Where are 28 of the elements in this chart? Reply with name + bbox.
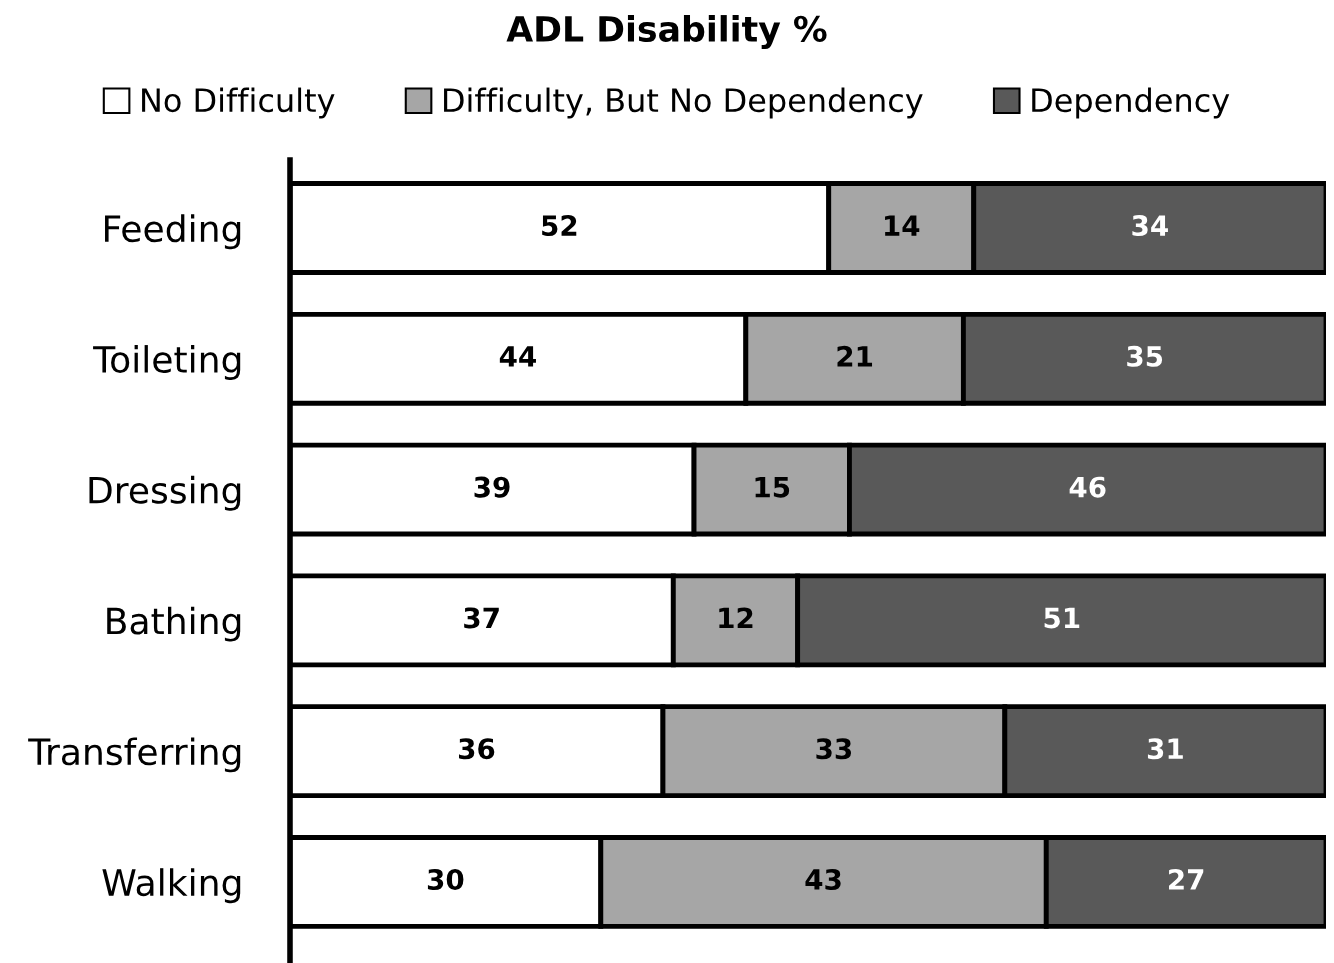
y-tick-label: Transferring (28, 737, 241, 773)
y-tick-label: Toileting (93, 345, 241, 381)
data-label: 46 (1069, 476, 1106, 498)
data-label: 15 (755, 476, 790, 498)
y-tick-label: Dressing (89, 475, 241, 511)
data-label: 30 (427, 868, 464, 890)
data-label: 39 (474, 476, 510, 498)
data-label: 44 (499, 346, 536, 367)
data-label: 52 (542, 215, 577, 237)
data-label: 43 (805, 868, 841, 890)
data-label: 31 (1147, 738, 1183, 760)
data-label: 14 (885, 215, 920, 236)
chart-title: ADL Disability % (506, 15, 827, 49)
y-tick-label: Bathing (107, 606, 241, 642)
data-label: 35 (1127, 345, 1163, 367)
legend-label: No Difficulty (142, 87, 335, 119)
data-label: 34 (1132, 215, 1168, 237)
data-label: 37 (464, 607, 499, 629)
y-tick-label: Walking (102, 868, 241, 904)
data-label: 12 (719, 607, 753, 629)
data-label: 51 (1044, 607, 1080, 629)
legend-label: Dependency (1032, 87, 1230, 119)
data-label: 36 (459, 738, 495, 760)
y-tick-label: Feeding (105, 214, 241, 250)
data-label: 27 (1169, 868, 1204, 890)
data-label: 33 (816, 738, 852, 760)
legend-label: Difficulty, But No Dependency (444, 87, 923, 119)
data-label: 21 (837, 345, 873, 367)
